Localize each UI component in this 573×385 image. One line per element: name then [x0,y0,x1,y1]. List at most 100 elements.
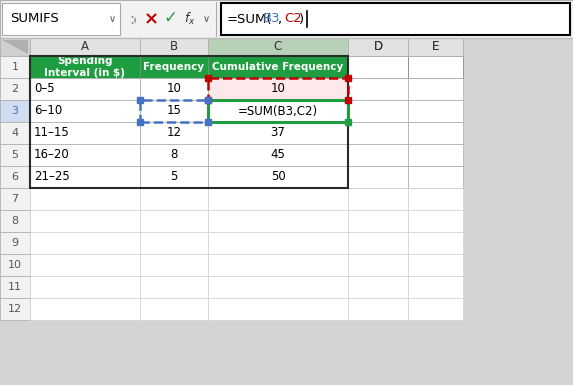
Text: 6: 6 [11,172,18,182]
Bar [408,78,463,100]
Bar [140,100,208,122]
Bar [408,38,463,56]
Bar [408,210,463,232]
Bar [30,122,140,144]
Text: 5: 5 [11,150,18,160]
Bar [208,100,348,122]
Text: ): ) [299,12,304,25]
Text: ×: × [143,10,159,28]
Bar [208,56,348,78]
Text: 9: 9 [11,238,18,248]
Bar [208,122,348,144]
Bar [408,298,463,320]
Text: 2: 2 [11,84,18,94]
Bar [208,78,348,100]
Text: =SUM(B3,C2): =SUM(B3,C2) [238,104,318,117]
Bar [408,254,463,276]
Text: 0–5: 0–5 [34,82,54,95]
Bar [30,166,140,188]
Bar [0,210,30,232]
Bar [30,254,140,276]
Text: 45: 45 [270,149,285,161]
Bar [2,3,120,35]
Bar [408,122,463,144]
Bar [140,232,208,254]
Bar [408,100,463,122]
Bar [408,144,463,166]
Bar [208,210,348,232]
Bar [348,144,408,166]
Bar [348,232,408,254]
Bar [348,188,408,210]
Bar [140,210,208,232]
Text: 50: 50 [270,171,285,184]
Text: 37: 37 [270,127,285,139]
Bar [208,298,348,320]
Text: 4: 4 [11,128,18,138]
Bar [348,298,408,320]
Bar [408,166,463,188]
Text: ✓: ✓ [163,9,177,27]
Bar [408,188,463,210]
Bar [140,276,208,298]
Bar [0,144,30,166]
Text: E: E [432,40,439,54]
Bar [408,232,463,254]
Text: ‸‸: ‸‸ [127,16,137,22]
Text: ∨: ∨ [202,14,210,24]
Text: 15: 15 [167,104,182,117]
Bar [408,56,463,78]
Text: 11: 11 [8,282,22,292]
Bar [140,188,208,210]
Bar [140,254,208,276]
Text: ∨: ∨ [108,14,116,24]
Bar [348,56,408,78]
Bar [30,56,348,188]
Text: Frequency: Frequency [143,62,205,72]
Bar [30,210,140,232]
Bar [0,100,30,122]
Bar [348,38,408,56]
Bar [348,254,408,276]
Bar [0,78,30,100]
Text: B3: B3 [263,12,281,25]
Bar [408,276,463,298]
Bar [208,100,348,122]
Bar [30,188,140,210]
Bar [0,232,30,254]
Text: 8: 8 [11,216,18,226]
Bar [408,254,463,276]
Bar [140,166,208,188]
Bar [348,166,408,188]
Text: =SUM(: =SUM( [227,12,273,25]
Text: 1: 1 [11,62,18,72]
Text: E: E [432,40,439,54]
Bar [408,166,463,188]
Bar [0,298,30,320]
Bar [30,78,140,100]
Text: 7: 7 [11,194,18,204]
Bar [0,188,30,210]
Bar [348,78,408,100]
Bar [348,122,408,144]
Bar [208,254,348,276]
Bar [140,144,208,166]
Text: 10: 10 [8,260,22,270]
Text: $f_x$: $f_x$ [184,11,196,27]
Bar [408,188,463,210]
Text: 10: 10 [270,82,285,95]
Bar [208,38,348,56]
Bar [30,144,140,166]
Bar [0,56,30,78]
Bar [140,78,208,100]
Bar [208,232,348,254]
Bar [208,166,348,188]
Bar [348,56,408,78]
Bar [140,100,208,122]
Bar [30,100,140,122]
Bar [408,38,463,56]
Bar [208,144,348,166]
Bar [348,276,408,298]
Text: 21–25: 21–25 [34,171,70,184]
Polygon shape [2,40,28,54]
